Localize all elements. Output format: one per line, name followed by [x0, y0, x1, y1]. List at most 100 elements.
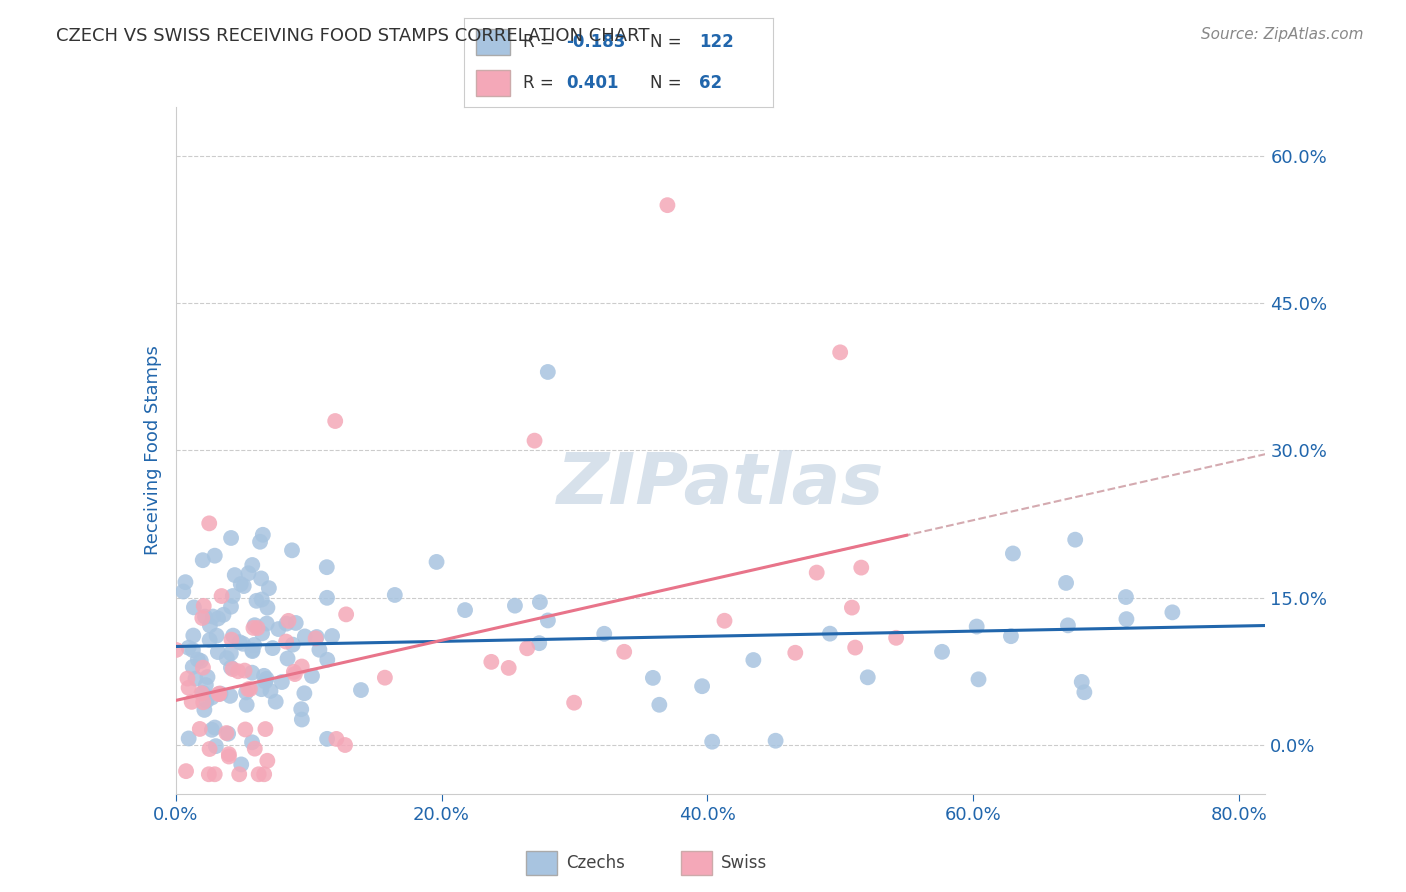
Point: [228, 635, 250, 649]
Point: [218, 747, 240, 761]
Point: [187, 652, 209, 666]
Point: [221, 662, 243, 676]
Text: Swiss: Swiss: [721, 854, 768, 872]
Point: [177, 640, 200, 655]
Point: [181, 660, 204, 674]
Point: [304, 632, 326, 646]
Point: [1000, 629, 1022, 643]
Point: [235, 685, 257, 699]
Point: [191, 553, 214, 567]
Point: [256, 754, 278, 768]
Point: [246, 621, 269, 635]
Point: [291, 659, 314, 673]
Point: [384, 588, 406, 602]
Point: [243, 638, 266, 652]
Point: [254, 674, 277, 689]
Point: [277, 614, 299, 628]
Point: [806, 566, 828, 580]
Point: [290, 702, 312, 716]
Point: [180, 695, 202, 709]
Point: [281, 638, 304, 652]
Point: [208, 687, 231, 701]
Point: [593, 627, 616, 641]
Point: [256, 672, 278, 686]
Y-axis label: Receiving Food Stamps: Receiving Food Stamps: [143, 345, 162, 556]
Point: [250, 626, 273, 640]
Point: [226, 665, 249, 679]
Point: [193, 599, 215, 613]
Point: [188, 722, 211, 736]
Point: [183, 600, 205, 615]
FancyBboxPatch shape: [526, 851, 557, 875]
Point: [217, 727, 239, 741]
Point: [256, 616, 278, 631]
Point: [181, 643, 204, 657]
Point: [966, 619, 988, 633]
Point: [931, 645, 953, 659]
Point: [253, 767, 276, 781]
Point: [194, 678, 217, 692]
Point: [291, 713, 314, 727]
Point: [232, 637, 254, 651]
Point: [191, 660, 214, 674]
Point: [233, 723, 256, 737]
Point: [1064, 533, 1087, 547]
Point: [256, 600, 278, 615]
Point: [190, 654, 212, 668]
Point: [205, 739, 228, 753]
Point: [316, 731, 339, 746]
Text: R =: R =: [523, 74, 558, 92]
Point: [856, 670, 879, 684]
Point: [259, 684, 281, 698]
Point: [232, 579, 254, 593]
Point: [177, 681, 200, 695]
Point: [239, 681, 262, 696]
Point: [742, 653, 765, 667]
Point: [374, 671, 396, 685]
Point: [184, 672, 207, 686]
Point: [190, 686, 212, 700]
Point: [830, 345, 852, 359]
Point: [198, 742, 221, 756]
Point: [284, 615, 307, 630]
Point: [243, 618, 266, 632]
Text: 122: 122: [699, 33, 734, 51]
Point: [204, 549, 226, 563]
Point: [454, 603, 477, 617]
Point: [277, 651, 299, 665]
Point: [194, 609, 217, 624]
Point: [315, 560, 337, 574]
Point: [222, 589, 245, 603]
Point: [1054, 576, 1077, 591]
Point: [224, 568, 246, 582]
Point: [181, 629, 204, 643]
Point: [240, 665, 263, 680]
Point: [713, 614, 735, 628]
Point: [276, 634, 298, 648]
Point: [207, 645, 229, 659]
Point: [201, 609, 224, 624]
Point: [233, 664, 256, 678]
Point: [818, 626, 841, 640]
Point: [276, 616, 298, 631]
Point: [235, 698, 257, 712]
Point: [238, 566, 260, 581]
Text: Czechs: Czechs: [567, 854, 626, 872]
Point: [250, 682, 273, 697]
Point: [250, 592, 273, 607]
Point: [193, 703, 215, 717]
Point: [325, 731, 347, 746]
Point: [321, 629, 343, 643]
Point: [316, 591, 339, 605]
Point: [209, 687, 232, 701]
Point: [238, 682, 260, 697]
Point: [219, 660, 242, 674]
Point: [219, 646, 242, 660]
Text: 62: 62: [699, 74, 723, 92]
Point: [218, 749, 240, 764]
Point: [215, 726, 238, 740]
Point: [503, 599, 526, 613]
Point: [231, 757, 253, 772]
Point: [529, 595, 551, 609]
Point: [1070, 674, 1092, 689]
